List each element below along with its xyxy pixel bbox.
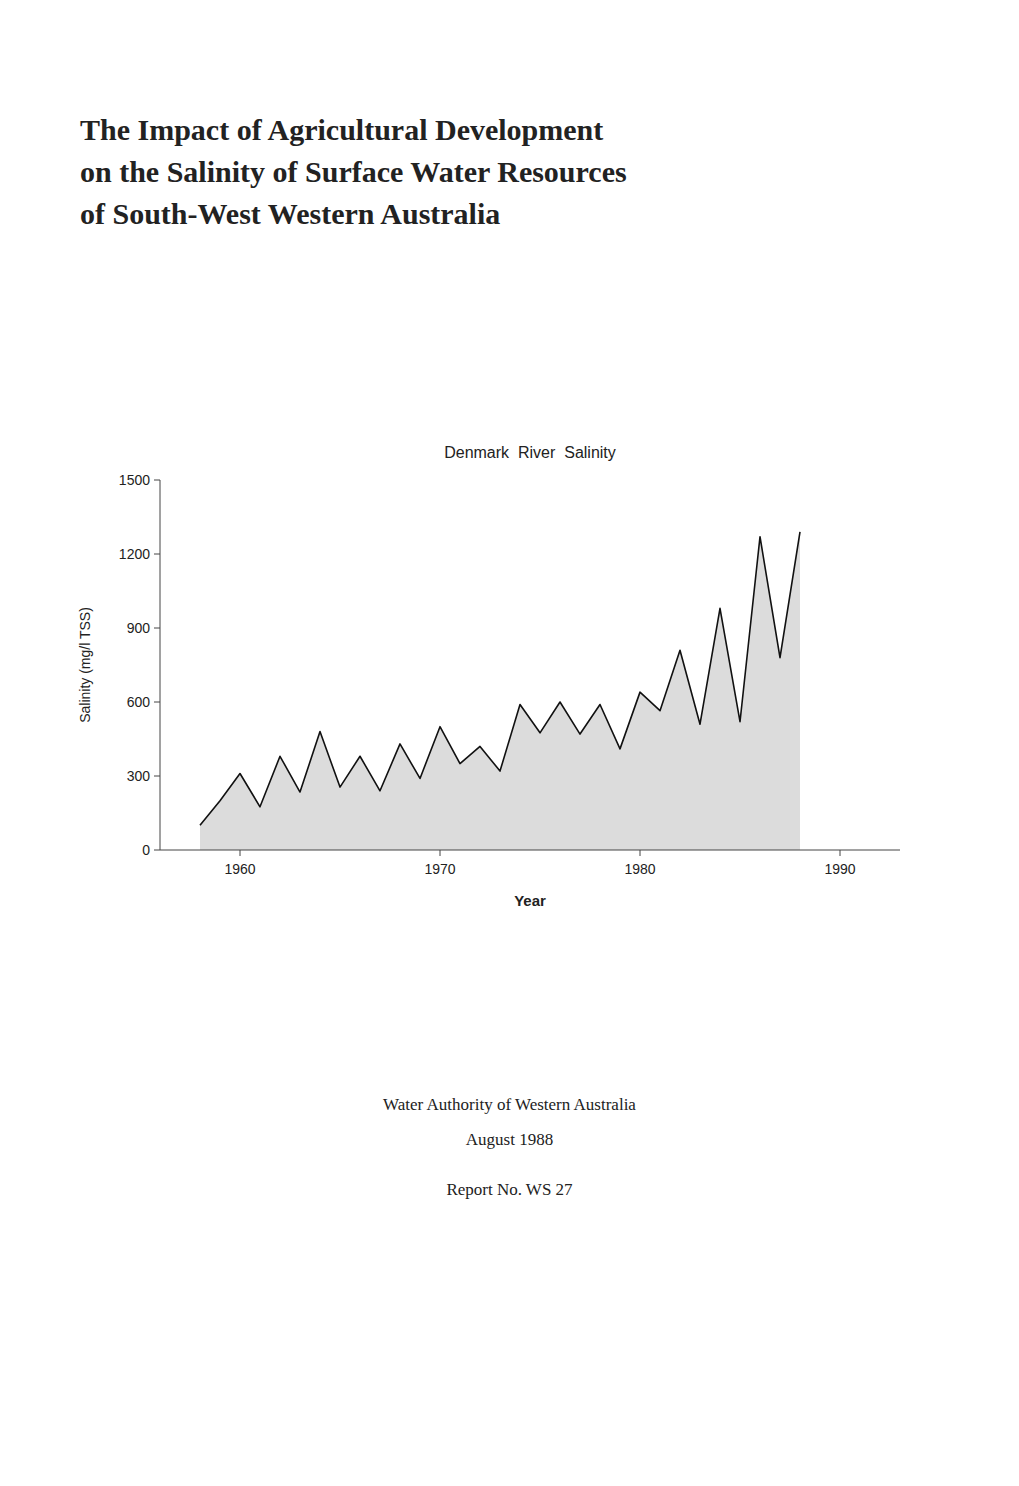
x-tick <box>440 850 441 856</box>
y-tick-label: 300 <box>127 768 151 784</box>
y-tick-label: 600 <box>127 694 151 710</box>
y-tick <box>154 628 160 629</box>
page-title: of South-West Western Australia <box>80 197 500 230</box>
page-title: The Impact of Agricultural Development <box>80 113 603 146</box>
y-tick-label: 900 <box>127 620 151 636</box>
area-fill <box>200 532 800 850</box>
salinity-line <box>200 532 800 826</box>
y-tick <box>154 480 160 481</box>
x-axis-label: Year <box>514 892 546 909</box>
page-title: on the Salinity of Surface Water Resourc… <box>80 155 627 188</box>
footer-text: Water Authority of Western Australia <box>383 1095 636 1114</box>
y-tick-label: 0 <box>142 842 150 858</box>
y-tick <box>154 776 160 777</box>
footer-text: August 1988 <box>466 1130 553 1149</box>
y-tick <box>154 850 160 851</box>
y-axis-line <box>160 480 161 850</box>
y-tick <box>154 702 160 703</box>
x-tick-label: 1980 <box>624 861 655 877</box>
x-tick <box>840 850 841 856</box>
y-axis-label: Salinity (mg/l TSS) <box>77 607 93 723</box>
x-tick <box>640 850 641 856</box>
y-tick-label: 1200 <box>119 546 150 562</box>
chart-title: Denmark River Salinity <box>444 444 616 461</box>
axes: 1960 1970 1980 1990 0 300 600 900 1200 1500 Year Sa… <box>77 472 900 909</box>
y-tick-label: 1500 <box>119 472 150 488</box>
x-tick-label: 1970 <box>424 861 455 877</box>
x-tick-label: 1990 <box>824 861 855 877</box>
x-tick-label: 1960 <box>224 861 255 877</box>
x-axis-line <box>160 850 900 851</box>
footer-text: Report No. WS 27 <box>446 1180 573 1199</box>
y-tick <box>154 554 160 555</box>
page: The Impact of Agricultural Development on… <box>0 0 1019 1486</box>
x-tick <box>240 850 241 856</box>
plot-area <box>200 532 800 850</box>
